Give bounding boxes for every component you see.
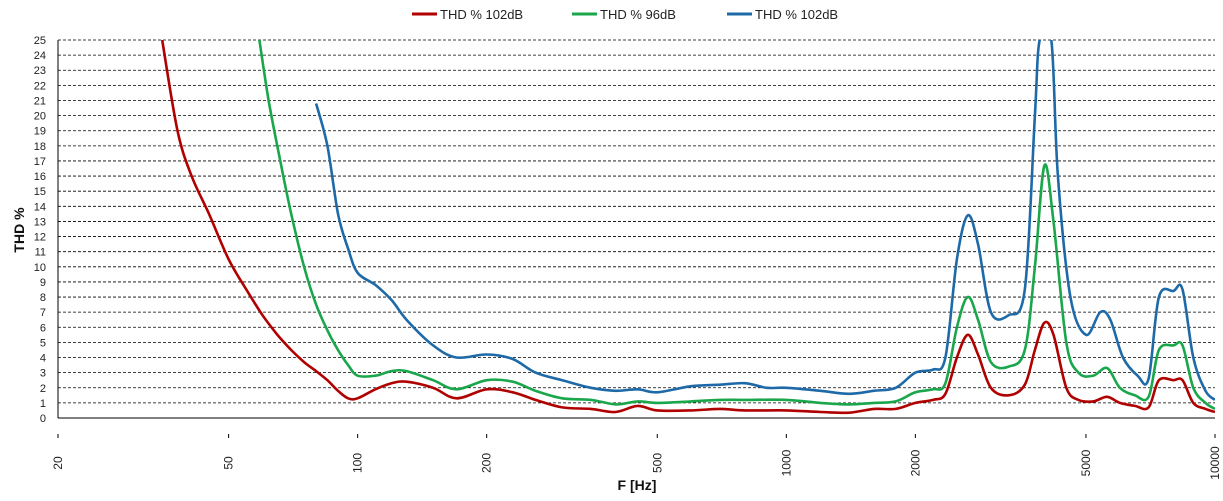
x-tick-label: 200 xyxy=(480,453,494,473)
y-tick-label: 7 xyxy=(40,307,46,319)
series-line-1 xyxy=(160,40,1215,415)
y-tick-label: 20 xyxy=(34,111,46,123)
x-tick-label: 1000 xyxy=(779,449,793,476)
legend-label-3: THD % 102dB xyxy=(755,7,838,22)
y-tick-label: 24 xyxy=(34,50,46,62)
x-tick-label: 20 xyxy=(51,456,65,470)
grid xyxy=(58,39,1215,404)
series-line-2 xyxy=(258,40,1215,411)
y-tick-label: 4 xyxy=(40,353,46,365)
y-tick-label: 17 xyxy=(34,156,46,168)
y-tick-label: 8 xyxy=(40,292,46,304)
y-tick-label: 6 xyxy=(40,322,46,334)
axes: 0123456789101112131415161718192021222324… xyxy=(34,35,1222,480)
x-tick-label: 500 xyxy=(650,453,664,473)
legend: THD % 102dB THD % 96dB THD % 102dB xyxy=(412,7,838,22)
x-tick-label: 50 xyxy=(222,456,236,470)
y-tick-label: 23 xyxy=(34,65,46,77)
y-tick-label: 5 xyxy=(40,337,46,349)
legend-label-2: THD % 96dB xyxy=(600,7,676,22)
y-tick-label: 16 xyxy=(34,171,46,183)
y-tick-label: 15 xyxy=(34,186,46,198)
y-tick-label: 9 xyxy=(40,277,46,289)
y-tick-label: 3 xyxy=(40,368,46,380)
y-tick-label: 18 xyxy=(34,141,46,153)
y-tick-label: 25 xyxy=(34,35,46,47)
x-axis-label: F [Hz] xyxy=(618,477,657,493)
series-group xyxy=(160,40,1215,415)
series-line-3 xyxy=(314,40,1215,401)
x-tick-label: 10000 xyxy=(1208,446,1222,480)
x-tick-label: 100 xyxy=(351,453,365,473)
y-tick-label: 22 xyxy=(34,80,46,92)
x-tick-label: 2000 xyxy=(908,449,922,476)
y-tick-label: 13 xyxy=(34,216,46,228)
y-tick-label: 2 xyxy=(40,383,46,395)
y-tick-label: 12 xyxy=(34,232,46,244)
legend-label-1: THD % 102dB xyxy=(440,7,523,22)
y-tick-label: 0 xyxy=(40,413,46,425)
y-tick-label: 10 xyxy=(34,262,46,274)
y-tick-label: 19 xyxy=(34,126,46,138)
y-tick-label: 1 xyxy=(40,398,46,410)
y-tick-label: 11 xyxy=(35,247,46,259)
y-axis-label: THD % xyxy=(11,207,27,253)
x-tick-label: 5000 xyxy=(1079,449,1093,476)
y-tick-label: 21 xyxy=(34,95,46,107)
y-tick-label: 14 xyxy=(34,201,46,213)
